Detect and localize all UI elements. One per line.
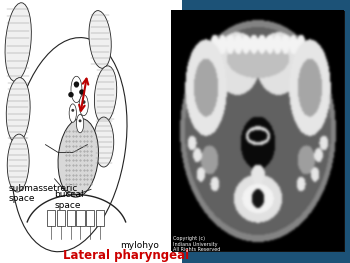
Ellipse shape: [71, 76, 82, 103]
Ellipse shape: [76, 114, 84, 133]
Bar: [47, 210, 55, 226]
Ellipse shape: [94, 66, 117, 124]
Bar: [86, 210, 94, 226]
Bar: [172, 11, 345, 252]
Text: mylohyo: mylohyo: [120, 241, 160, 250]
Bar: [0, 0, 182, 263]
Text: Copyright (c)
Indiana University
All Rights Reserved: Copyright (c) Indiana University All Rig…: [173, 236, 220, 252]
Ellipse shape: [89, 11, 111, 68]
Bar: [57, 210, 65, 226]
Bar: [66, 210, 75, 226]
Ellipse shape: [6, 78, 30, 143]
Text: Lateral pharyngeal
space: Lateral pharyngeal space: [63, 249, 189, 263]
Ellipse shape: [5, 3, 32, 81]
Circle shape: [71, 109, 74, 112]
Ellipse shape: [7, 134, 29, 192]
Ellipse shape: [69, 104, 76, 122]
Ellipse shape: [58, 118, 98, 197]
Circle shape: [74, 83, 79, 88]
Text: submassetreric
space: submassetreric space: [9, 184, 78, 203]
Ellipse shape: [79, 95, 88, 116]
Circle shape: [68, 92, 74, 97]
Bar: [96, 210, 104, 226]
Circle shape: [79, 89, 85, 95]
Circle shape: [82, 100, 85, 104]
Circle shape: [74, 82, 79, 87]
Text: buccal
space: buccal space: [54, 190, 84, 210]
Circle shape: [79, 119, 82, 122]
Bar: [76, 210, 85, 226]
Ellipse shape: [94, 117, 114, 167]
